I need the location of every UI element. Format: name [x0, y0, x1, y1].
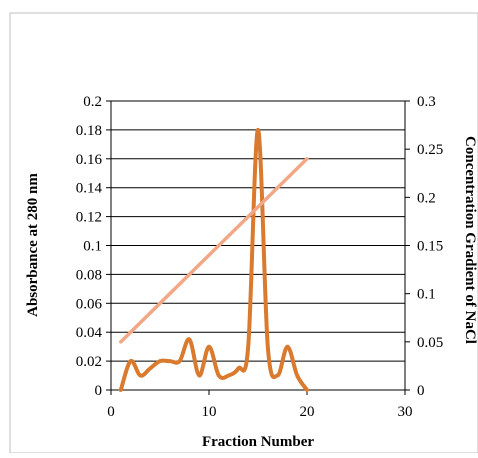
- series-layer: [118, 127, 309, 392]
- y2-tick-label: 0.3: [417, 94, 436, 110]
- y2-tick-label: 0.1: [417, 287, 436, 303]
- y2-tick-label: 0.05: [417, 335, 443, 351]
- x-tick-label: 20: [300, 404, 315, 420]
- y2-tick-label: 0.2: [417, 190, 436, 206]
- y-tick-label: 0.02: [76, 354, 102, 370]
- chart-border: [9, 12, 478, 454]
- x-tick-label: 30: [398, 404, 413, 420]
- y-tick-label: 0.14: [76, 181, 103, 197]
- series-line-absorbance: [118, 127, 309, 392]
- y-tick-label: 0.18: [76, 123, 102, 139]
- y-tick-label: 0.12: [76, 210, 102, 226]
- y2-axis-title: Concentration Gradient of NaCl: [462, 136, 478, 344]
- series-line-nacl-gradient: [119, 157, 309, 344]
- x-tick-labels: 0 10 20 30: [107, 390, 413, 420]
- y-axis-title: Absorbance at 280 nm: [25, 173, 41, 317]
- y-tick-label: 0.1: [83, 239, 102, 255]
- y2-tick-label: 0.25: [417, 142, 443, 158]
- x-tick-label: 10: [202, 404, 217, 420]
- x-axis-title: Fraction Number: [202, 434, 314, 450]
- y-tick-labels: 0 0.02 0.04 0.06 0.08 0.1 0.12 0.14 0.16 0.18 0.2: [76, 94, 111, 399]
- y-tick-label: 0.06: [76, 296, 103, 312]
- y-tick-label: 0.08: [76, 267, 102, 283]
- y-tick-label: 0.2: [83, 94, 102, 110]
- y2-tick-label: 0: [417, 383, 425, 399]
- y2-tick-label: 0.15: [417, 239, 443, 255]
- y2-tick-labels: 0 0.05 0.1 0.15 0.2 0.25 0.3: [405, 94, 443, 399]
- y-tick-label: 0.04: [76, 325, 103, 341]
- x-tick-label: 0: [107, 404, 115, 420]
- y-tick-label: 0: [95, 383, 103, 399]
- y-tick-label: 0.16: [76, 152, 103, 168]
